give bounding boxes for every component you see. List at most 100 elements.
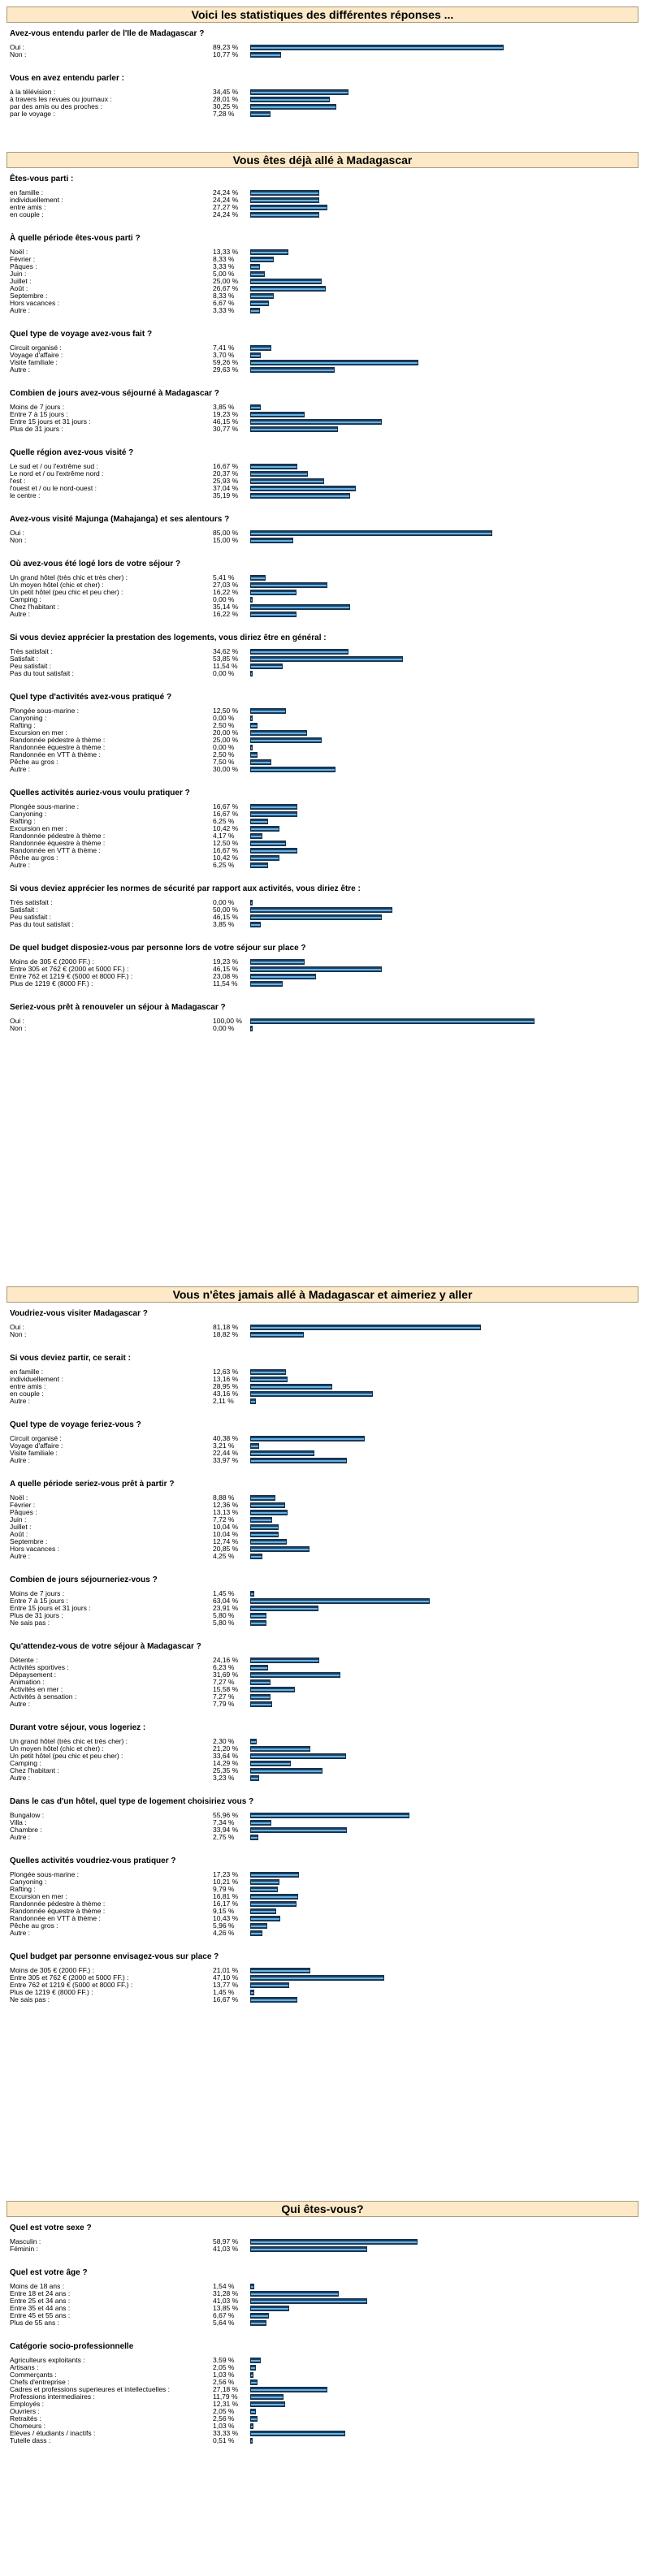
answer-bar [250,1761,291,1766]
answer-bar-track [250,826,535,832]
answer-bar [250,1598,430,1604]
answer-label: Chefs d'entreprise : [10,2379,70,2386]
answer-row: Peu satisfait : 46,15 % [10,914,635,921]
answer-bar [250,1436,366,1441]
answer-percentage: 50,00 % [213,905,239,914]
answer-percentage: 43,16 % [213,1390,239,1398]
answer-bar-track [250,2365,535,2371]
answer-label: Hors vacances : [10,1545,59,1553]
answer-row: Autre : 2,11 % [10,1398,635,1405]
answer-bar-track [250,97,535,102]
answer-bar [250,1908,277,1914]
answer-bar [250,1495,276,1501]
answer-bar [250,848,298,854]
answer-bar [250,1517,273,1523]
answer-percentage: 7,79 % [213,1700,235,1708]
answer-percentage: 16,22 % [213,610,239,618]
answer-percentage: 2,30 % [213,1737,235,1745]
answer-bar-track [250,478,535,484]
answer-label: Ne sais pas : [10,1619,50,1627]
answer-percentage: 25,35 % [213,1766,239,1774]
answer-bar [250,590,297,595]
answer-percentage: 3,59 % [213,2356,235,2364]
answer-row: Professions intermediaires : 11,79 % [10,2393,635,2401]
question-title: Quelles activités auriez-vous voulu prat… [10,789,190,797]
answer-bar [250,2291,340,2297]
answer-row: Visite familiale : 59,26 % [10,359,635,366]
answer-label: Randonnée en VTT à thème : [10,1915,101,1922]
answer-percentage: 12,31 % [213,2400,239,2408]
answer-label: Juin : [10,270,27,278]
answer-label: Non : [10,51,27,58]
answer-bar-track [250,2246,535,2252]
question-title: Quel type d'activités avez-vous pratiqué… [10,693,172,702]
answer-bar-track [250,848,535,854]
question-title: Quel type de voyage feriez-vous ? [10,1420,141,1429]
answer-percentage: 15,00 % [213,536,239,544]
answer-row: Randonnée en VTT à thème : 16,67 % [10,847,635,854]
answer-bar [250,745,253,750]
answer-row: en couple : 24,24 % [10,211,635,218]
answer-bar [250,966,382,972]
answer-label: Pêche au gros : [10,1922,58,1930]
answer-bar-track [250,862,535,868]
answer-bar-track [250,2379,535,2385]
answer-bar-track [250,745,535,750]
answer-bar [250,708,286,714]
answer-label: Un petit hôtel (peu chic et peu cher) : [10,1753,123,1760]
answer-label: Un grand hôtel (très chic et très cher) … [10,1738,128,1745]
answer-row: Le nord et / ou l'extrême nord : 20,37 % [10,470,635,478]
answer-row: Septembre : 8,33 % [10,292,635,300]
answer-row: Camping : 0,00 % [10,596,635,603]
answer-bar [250,1532,279,1537]
answer-bar [250,212,319,218]
answer-bar [250,360,419,365]
answer-row: Ouvriers : 2,05 % [10,2408,635,2415]
answer-row: à la télévision : 34,45 % [10,89,635,96]
answer-percentage: 12,50 % [213,839,239,847]
answer-bar [250,1739,258,1744]
answer-label: en famille : [10,1368,44,1376]
answer-bar [250,663,284,669]
answer-row: Activités sportives : 6,23 % [10,1664,635,1671]
answer-row: en famille : 24,24 % [10,189,635,197]
answer-bar-track [250,212,535,218]
answer-bar-track [250,257,535,262]
answer-row: individuellement : 24,24 % [10,197,635,204]
answer-bar-track [250,1546,535,1552]
answer-label: Un grand hôtel (très chic et très cher) … [10,574,128,581]
answer-bar-track [250,1687,535,1692]
answer-row: Activités en mer : 15,58 % [10,1686,635,1693]
answer-row: Moins de 7 jours : 1,45 % [10,1590,635,1597]
answer-bar [250,1510,288,1515]
answer-row: Autre : 33,97 % [10,1457,635,1464]
answer-row: Chez l'habitant : 25,35 % [10,1767,635,1774]
answer-bar [250,575,266,581]
question-title: Vous en avez entendu parler : [10,74,124,83]
answer-label: Oui : [10,1324,24,1331]
answer-percentage: 4,25 % [213,1552,235,1560]
answer-bar-track [250,486,535,491]
answer-percentage: 8,33 % [213,292,235,300]
answer-bar-track [250,2401,535,2407]
answer-percentage: 18,82 % [213,1330,239,1338]
answer-bar [250,2246,367,2252]
answer-row: Rafting : 6,25 % [10,818,635,825]
answer-bar-track [250,1694,535,1700]
answer-row: Entre 305 et 762 € (2000 et 5000 FF.) : 4… [10,966,635,973]
answer-bar-track [250,715,535,721]
answer-percentage: 28,01 % [213,95,239,103]
answer-label: Voyage d'affaire : [10,352,63,359]
answer-label: Juillet : [10,278,32,285]
answer-bar-track [250,249,535,255]
answer-bar [250,1687,295,1692]
answer-row: Randonnée en VTT à thème : 2,50 % [10,751,635,759]
answer-bar [250,1672,340,1678]
answer-percentage: 10,42 % [213,824,239,832]
answer-bar-track [250,1879,535,1885]
answer-label: Plus de 1219 € (8000 FF.) : [10,1989,93,1996]
answer-row: Plongée sous-marine : 12,50 % [10,707,635,715]
answer-label: individuellement : [10,1376,63,1383]
answer-bar [250,1332,304,1338]
answer-label: par le voyage : [10,110,55,118]
